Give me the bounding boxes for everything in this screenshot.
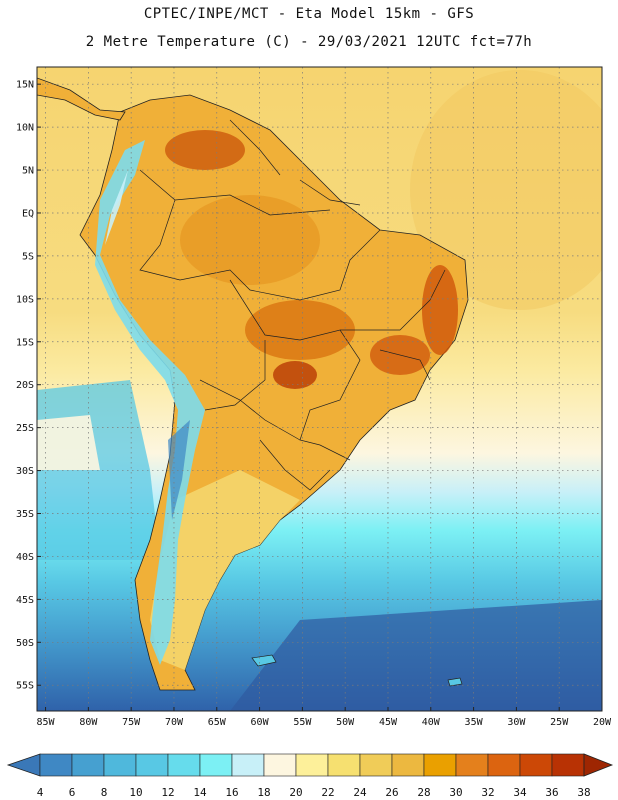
lat-label: 15N [16,80,34,91]
colorbar-label: 26 [385,786,398,799]
lat-label: 45S [16,595,34,606]
colorbar-box [103,753,137,777]
lon-label: 35W [465,717,484,728]
colorbar-box [231,753,265,777]
colorbar-min-arrow [6,753,41,777]
colorbar-label: 34 [513,786,527,799]
lat-label: 40S [16,552,34,563]
colorbar-label: 22 [321,786,334,799]
latitude-labels: 15N 10N 5N EQ 5S 10S 15S 20S 25S 30S 35S 40S 45S 50S 5… [16,80,41,692]
map-title: CPTEC/INPE/MCT - Eta Model 15km - GFS [143,6,475,22]
lon-label: 40W [422,717,441,728]
colorbar-box [263,753,297,777]
colorbar-label: 8 [101,786,108,799]
colorbar-label: 4 [37,786,44,799]
colorbar-label: 38 [577,786,590,799]
lat-label: 15S [16,337,34,348]
colorbar-box [359,753,393,777]
colorbar-box [167,753,201,777]
colorbar-label: 10 [129,786,142,799]
colorbar-box [135,753,169,777]
map-gridlines [37,67,602,711]
colorbar-label: 16 [225,786,238,799]
map-frame [36,66,603,712]
colorbar-label: 14 [193,786,207,799]
lat-label: 35S [16,509,34,520]
lon-label: 80W [79,717,98,728]
lon-label: 30W [507,717,526,728]
colorbar-label: 28 [417,786,430,799]
lon-label: 70W [165,717,184,728]
country-borders [139,119,446,491]
colorbar-box [71,753,105,777]
temperature-colorbar: 4 6 8 10 12 14 16 18 20 22 24 26 28 30 32 34 36 38 [6,753,614,799]
lon-label: 65W [208,717,227,728]
colorbar-box [327,753,361,777]
colorbar-box [295,753,329,777]
lat-label: EQ [22,208,34,219]
colorbar-label: 32 [481,786,494,799]
map-field [37,67,602,711]
lat-label: 55S [16,681,34,692]
lon-label: 45W [379,717,398,728]
lon-label: 25W [550,717,569,728]
colorbar-label: 6 [69,786,76,799]
colorbar-label: 18 [257,786,270,799]
colorbar-label: 30 [449,786,462,799]
longitude-labels: 85W 80W 75W 70W 65W 60W 55W 50W 45W 40W 35W 30W 25W 2… [37,707,612,728]
lat-label: 25S [16,423,34,434]
lat-label: 5N [22,166,34,177]
lon-label: 55W [293,717,312,728]
colorbar-label: 24 [353,786,367,799]
lat-label: 5S [22,251,34,262]
lon-label: 20W [593,717,612,728]
colorbar-max-arrow [583,753,614,777]
lon-label: 75W [122,717,141,728]
colorbar-box [391,753,425,777]
lat-label: 10S [16,294,34,305]
colorbar-box [487,753,521,777]
lon-label: 60W [251,717,270,728]
colorbar-label: 36 [545,786,558,799]
colorbar-box [519,753,553,777]
lon-label: 50W [336,717,355,728]
colorbar-label: 20 [289,786,302,799]
colorbar-box [423,753,457,777]
lat-label: 20S [16,380,34,391]
lon-label: 85W [37,717,56,728]
colorbar-label: 12 [161,786,174,799]
colorbar-box [455,753,489,777]
colorbar-box [199,753,233,777]
colorbar-box [551,753,585,777]
lat-label: 50S [16,638,34,649]
map-subtitle: 2 Metre Temperature (C) - 29/03/2021 12U… [85,34,533,50]
colorbar-box [39,753,73,777]
lat-label: 10N [16,123,34,134]
lat-label: 30S [16,466,34,477]
